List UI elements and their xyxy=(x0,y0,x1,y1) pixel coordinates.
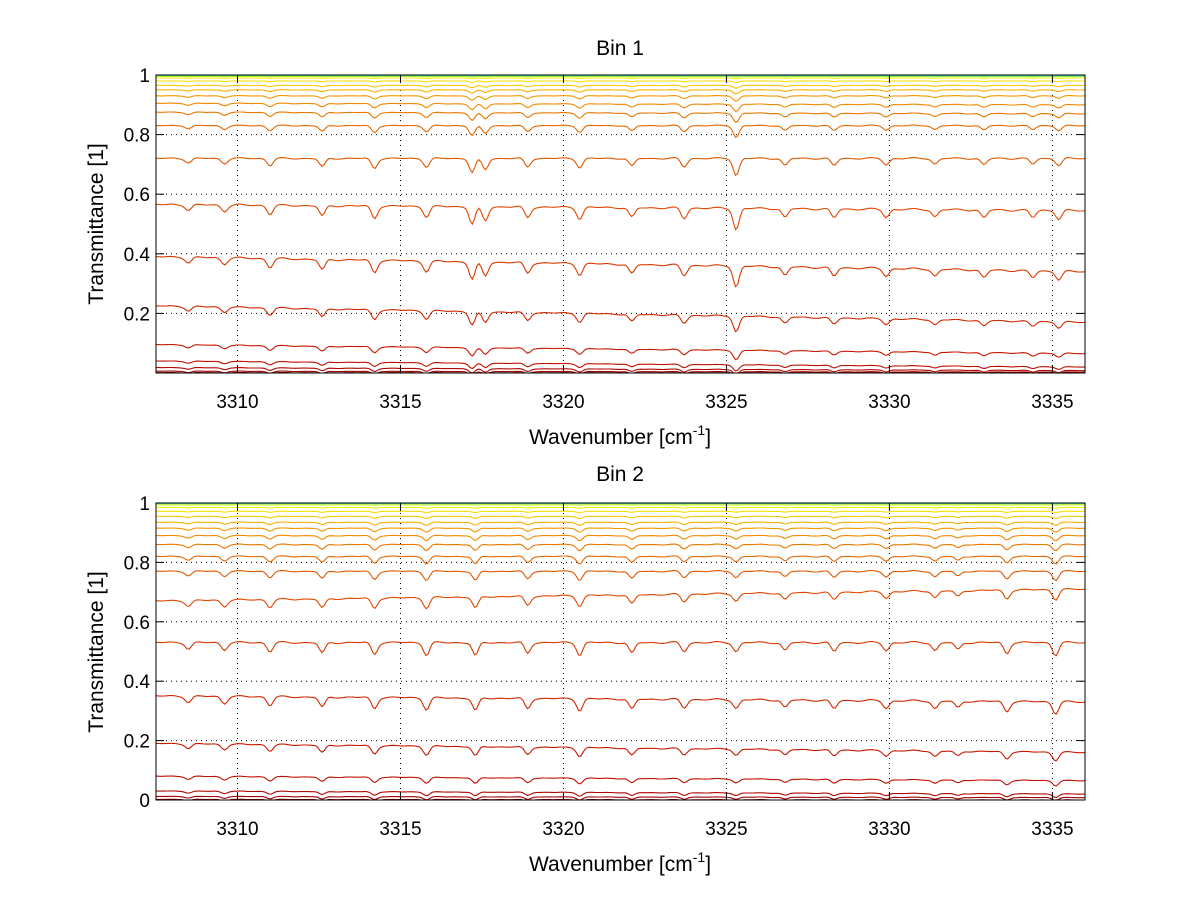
spectrum-line xyxy=(155,157,1086,177)
spectrum-line xyxy=(155,742,1086,762)
panel-bin-2: Bin 2 3310 3315 3320 3325 3330 3335 0 0.2 0.4 0.6… xyxy=(85,463,1086,876)
spectrum-line xyxy=(155,124,1086,139)
spectrum-line xyxy=(156,795,1085,801)
panel-1-x-axis-label-suffix: ] xyxy=(705,426,711,449)
spectrum-line xyxy=(156,95,1085,102)
spectrum-line xyxy=(155,111,1086,124)
spectrum-line xyxy=(155,527,1085,533)
spectrum-line xyxy=(155,587,1086,610)
y-tick-label: 1 xyxy=(139,494,150,515)
panel-1-y-axis-label: Transmittance [1] xyxy=(85,143,108,304)
panel-1-x-axis-label-main: Wavenumber [cm xyxy=(529,426,693,449)
x-tick-label: 3320 xyxy=(542,819,584,840)
x-tick-label: 3315 xyxy=(379,819,421,840)
panel-2-axes-box xyxy=(155,502,1086,801)
panel-2-x-axis-label-main: Wavenumber [cm xyxy=(529,853,693,876)
x-tick-label: 3335 xyxy=(1031,392,1073,413)
spectrum-line xyxy=(156,77,1085,80)
spectrum-line xyxy=(155,102,1086,113)
x-tick-label: 3325 xyxy=(705,819,747,840)
panel-2-x-axis-label-sup: -1 xyxy=(693,849,706,865)
spectrum-line xyxy=(156,506,1085,509)
panel-2-series xyxy=(155,502,1086,801)
panel-2-ticks: 3310 3315 3320 3325 3330 3335 0 0.2 0.4 0.6 0.8 1 xyxy=(124,494,1085,840)
y-tick-label: 0 xyxy=(139,791,150,812)
spectrum-line xyxy=(155,305,1086,333)
panel-1-title: Bin 1 xyxy=(596,37,644,60)
spectrum-line xyxy=(155,640,1086,657)
panel-2-x-axis-label-suffix: ] xyxy=(705,853,711,876)
panel-1-plot-area xyxy=(156,75,1085,373)
spectrum-line xyxy=(155,790,1085,799)
spectrum-line xyxy=(156,80,1085,84)
y-tick-label: 0.8 xyxy=(124,553,150,574)
panel-2-title: Bin 2 xyxy=(596,463,644,486)
spectrum-line xyxy=(156,515,1085,520)
panel-2-y-axis-label: Transmittance [1] xyxy=(85,571,108,732)
spectrum-line xyxy=(155,534,1086,542)
panel-1-x-axis-label: Wavenumber [cm-1] xyxy=(529,422,711,449)
panel-2-plot-area xyxy=(156,503,1085,800)
spectrum-line xyxy=(155,570,1086,582)
spectrum-line xyxy=(156,84,1086,89)
x-tick-label: 3330 xyxy=(868,819,910,840)
spectrum-line xyxy=(155,255,1086,288)
panel-bin-1: Bin 1 3310 3315 3320 3325 3330 3335 0.2 0.4 0.6 0… xyxy=(85,37,1086,449)
y-tick-label: 1 xyxy=(139,66,150,87)
x-tick-label: 3325 xyxy=(705,392,747,413)
x-tick-label: 3335 xyxy=(1031,819,1073,840)
x-tick-label: 3315 xyxy=(379,392,421,413)
panel-1-ticks: 3310 3315 3320 3325 3330 3335 0.2 0.4 0.6 0.8 1 xyxy=(124,66,1085,413)
spectrum-line xyxy=(156,366,1086,374)
y-tick-label: 0.8 xyxy=(124,126,150,147)
y-tick-label: 0.4 xyxy=(124,245,151,266)
spectrum-line xyxy=(155,555,1086,565)
spectrum-line xyxy=(155,89,1086,95)
spectrum-line xyxy=(156,360,1085,372)
panel-1-axes-box xyxy=(155,74,1086,374)
x-tick-label: 3330 xyxy=(868,392,910,413)
spectrum-line xyxy=(155,543,1086,552)
spectrum-line xyxy=(155,694,1086,715)
y-tick-label: 0.6 xyxy=(124,613,150,634)
y-tick-label: 0.6 xyxy=(124,185,150,206)
panel-2-x-axis-label: Wavenumber [cm-1] xyxy=(529,849,711,876)
panel-1-series xyxy=(155,74,1086,374)
spectrum-line xyxy=(155,203,1086,231)
x-tick-label: 3320 xyxy=(542,392,584,413)
spectrum-line xyxy=(155,775,1086,787)
spectrum-line xyxy=(155,343,1085,361)
y-tick-label: 0.2 xyxy=(124,732,150,753)
y-tick-label: 0.4 xyxy=(124,672,151,693)
spectrum-line xyxy=(156,510,1085,514)
x-tick-label: 3310 xyxy=(216,819,258,840)
spectrum-line xyxy=(155,521,1086,526)
x-tick-label: 3310 xyxy=(216,392,258,413)
y-tick-label: 0.2 xyxy=(124,304,150,325)
panel-1-x-axis-label-sup: -1 xyxy=(693,422,706,438)
